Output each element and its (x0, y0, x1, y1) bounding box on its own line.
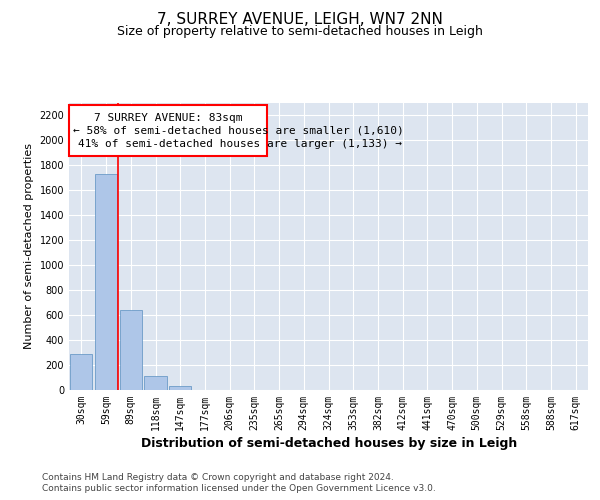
Text: Contains public sector information licensed under the Open Government Licence v3: Contains public sector information licen… (42, 484, 436, 493)
Text: 7, SURREY AVENUE, LEIGH, WN7 2NN: 7, SURREY AVENUE, LEIGH, WN7 2NN (157, 12, 443, 28)
FancyBboxPatch shape (69, 105, 267, 156)
Bar (169, 386, 191, 390)
Y-axis label: Number of semi-detached properties: Number of semi-detached properties (24, 143, 34, 350)
Text: 7 SURREY AVENUE: 83sqm: 7 SURREY AVENUE: 83sqm (94, 112, 242, 122)
Bar (95, 174, 117, 390)
Bar (119, 310, 142, 390)
Text: 41% of semi-detached houses are larger (1,133) →: 41% of semi-detached houses are larger (… (77, 138, 401, 149)
Text: Distribution of semi-detached houses by size in Leigh: Distribution of semi-detached houses by … (140, 438, 517, 450)
Text: Size of property relative to semi-detached houses in Leigh: Size of property relative to semi-detach… (117, 25, 483, 38)
Text: Contains HM Land Registry data © Crown copyright and database right 2024.: Contains HM Land Registry data © Crown c… (42, 472, 394, 482)
Bar (145, 376, 167, 390)
Text: ← 58% of semi-detached houses are smaller (1,610): ← 58% of semi-detached houses are smalle… (73, 126, 403, 136)
Bar (70, 354, 92, 390)
